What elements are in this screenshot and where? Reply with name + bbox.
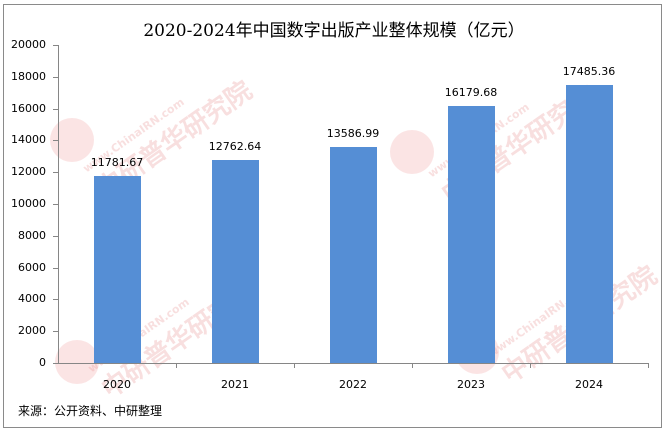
y-tick-label: 4000	[18, 292, 46, 306]
source-note: 来源：公开资料、中研整理	[18, 404, 163, 418]
x-tick	[648, 363, 649, 368]
y-tick	[53, 77, 58, 78]
y-tick	[53, 109, 58, 110]
x-tick	[412, 363, 413, 368]
bar-value-label: 12762.64	[208, 140, 262, 153]
y-tick-label: 6000	[18, 260, 46, 274]
y-tick	[53, 140, 58, 141]
x-axis	[58, 363, 649, 364]
bar-value-label: 16179.68	[444, 86, 498, 99]
y-tick-label: 8000	[18, 228, 46, 242]
y-tick	[53, 363, 58, 364]
bar-2020	[94, 176, 141, 363]
bar-2023	[448, 106, 495, 363]
y-axis	[58, 45, 59, 364]
y-tick	[53, 204, 58, 205]
x-tick	[294, 363, 295, 368]
chart-title: 2020-2024年中国数字出版产业整体规模（亿元）	[143, 21, 525, 41]
x-tick-label: 2020	[103, 378, 131, 391]
y-tick	[53, 299, 58, 300]
chart-frame	[3, 4, 662, 428]
x-tick	[176, 363, 177, 368]
bar-value-label: 13586.99	[326, 127, 380, 140]
y-tick-label: 10000	[11, 197, 46, 210]
y-tick	[53, 45, 58, 46]
y-tick-label: 16000	[11, 101, 46, 115]
y-tick-label: 14000	[11, 133, 46, 147]
x-tick-label: 2021	[221, 378, 249, 391]
y-tick-label: 18000	[11, 69, 46, 83]
bar-2024	[566, 85, 613, 363]
y-tick-label: 0	[39, 356, 46, 369]
bar-value-label: 17485.36	[562, 65, 616, 78]
y-tick	[53, 331, 58, 332]
y-tick	[53, 268, 58, 269]
y-tick-label: 12000	[11, 165, 46, 179]
x-tick-label: 2023	[457, 378, 485, 391]
y-tick	[53, 172, 58, 173]
y-tick-label: 20000	[11, 38, 46, 51]
x-tick-label: 2022	[339, 378, 367, 391]
x-tick	[530, 363, 531, 368]
bar-2021	[212, 160, 259, 363]
y-tick-label: 2000	[18, 324, 46, 338]
bar-2022	[330, 147, 377, 363]
x-tick-label: 2024	[575, 378, 603, 391]
y-tick	[53, 236, 58, 237]
bar-value-label: 11781.67	[90, 156, 144, 169]
